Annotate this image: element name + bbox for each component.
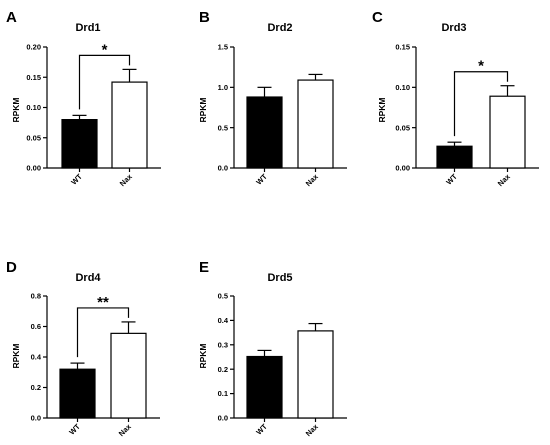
significance-marker: * — [102, 41, 108, 58]
y-tick-label: 1.0 — [218, 83, 228, 92]
bar-wt — [246, 355, 283, 419]
y-tick-label: 0.3 — [218, 340, 228, 349]
significance-bracket — [76, 307, 130, 358]
bar-wt — [59, 368, 96, 419]
bar-nax — [297, 79, 334, 169]
y-tick-label: 0.4 — [218, 316, 229, 325]
chart-title: Drd5 — [267, 272, 292, 284]
x-tick-label: WT — [67, 422, 82, 437]
bar-wt — [61, 118, 98, 169]
y-tick-label: 1.5 — [218, 43, 228, 52]
bar-nax — [297, 330, 334, 419]
panel-d: D Drd4 RPKM 0.0 0.2 0.4 0.6 0.8 WT Nax ** — [6, 259, 160, 438]
chart-title: Drd1 — [75, 22, 100, 34]
panel-letter: D — [6, 259, 17, 276]
y-tick-label: 0.00 — [395, 164, 410, 173]
y-tick-label: 0.5 — [218, 123, 228, 132]
significance-bracket — [453, 71, 509, 137]
y-axis-label: RPKM — [377, 97, 387, 122]
panel-letter: C — [372, 9, 383, 26]
panel-letter: E — [199, 259, 209, 276]
y-tick-label: 0.1 — [218, 389, 228, 398]
y-tick-label: 0.0 — [218, 414, 228, 423]
y-axis-label: RPKM — [11, 343, 21, 368]
x-tick-label: Nax — [118, 171, 135, 188]
x-tick-label: Nax — [496, 171, 513, 188]
bar-nax — [110, 332, 147, 419]
y-tick-label: 0.10 — [26, 103, 41, 112]
x-tick-label: Nax — [304, 171, 321, 188]
chart-title: Drd3 — [441, 22, 466, 34]
y-tick-label: 0.0 — [31, 414, 41, 423]
panel-c: C Drd3 RPKM 0.00 0.05 0.10 0.15 WT Nax * — [372, 9, 539, 188]
y-tick-label: 0.20 — [26, 43, 41, 52]
x-tick-label: WT — [254, 422, 269, 437]
chart-title: Drd4 — [75, 272, 101, 284]
y-tick-label: 0.2 — [31, 383, 41, 392]
y-tick-label: 0.6 — [31, 322, 41, 331]
y-axis-label: RPKM — [198, 343, 208, 368]
y-tick-label: 0.8 — [31, 292, 41, 301]
y-tick-label: 0.0 — [218, 164, 228, 173]
bar-wt — [436, 145, 473, 169]
y-tick-label: 0.4 — [31, 353, 42, 362]
x-tick-label: Nax — [304, 421, 321, 438]
y-tick-label: 0.5 — [218, 292, 228, 301]
y-tick-label: 0.05 — [26, 133, 41, 142]
bar-nax — [111, 81, 148, 169]
y-tick-label: 0.10 — [395, 83, 410, 92]
panel-a: A Drd1 RPKM 0.00 0.05 0.10 0.15 0.20 WT Nax * — [6, 9, 161, 188]
panel-e: E Drd5 RPKM 0.0 0.1 0.2 0.3 0.4 0.5 WT Nax — [198, 259, 347, 438]
y-tick-label: 0.05 — [395, 123, 410, 132]
y-axis-label: RPKM — [198, 97, 208, 122]
panel-b: B Drd2 RPKM 0.0 0.5 1.0 1.5 WT Nax — [198, 9, 347, 188]
significance-marker: ** — [97, 294, 109, 311]
y-tick-label: 0.00 — [26, 164, 41, 173]
y-axis-label: RPKM — [11, 97, 21, 122]
y-tick-label: 0.15 — [395, 43, 410, 52]
x-tick-label: Nax — [117, 421, 134, 438]
bar-wt — [246, 96, 283, 169]
panel-letter: B — [199, 9, 210, 26]
panel-letter: A — [6, 9, 17, 26]
y-tick-label: 0.15 — [26, 73, 41, 82]
y-tick-label: 0.2 — [218, 365, 228, 374]
x-tick-label: WT — [444, 172, 459, 187]
x-tick-label: WT — [69, 172, 84, 187]
x-tick-label: WT — [254, 172, 269, 187]
chart-title: Drd2 — [267, 22, 292, 34]
significance-marker: * — [478, 58, 484, 75]
significance-bracket — [78, 54, 131, 110]
bar-nax — [489, 95, 526, 169]
